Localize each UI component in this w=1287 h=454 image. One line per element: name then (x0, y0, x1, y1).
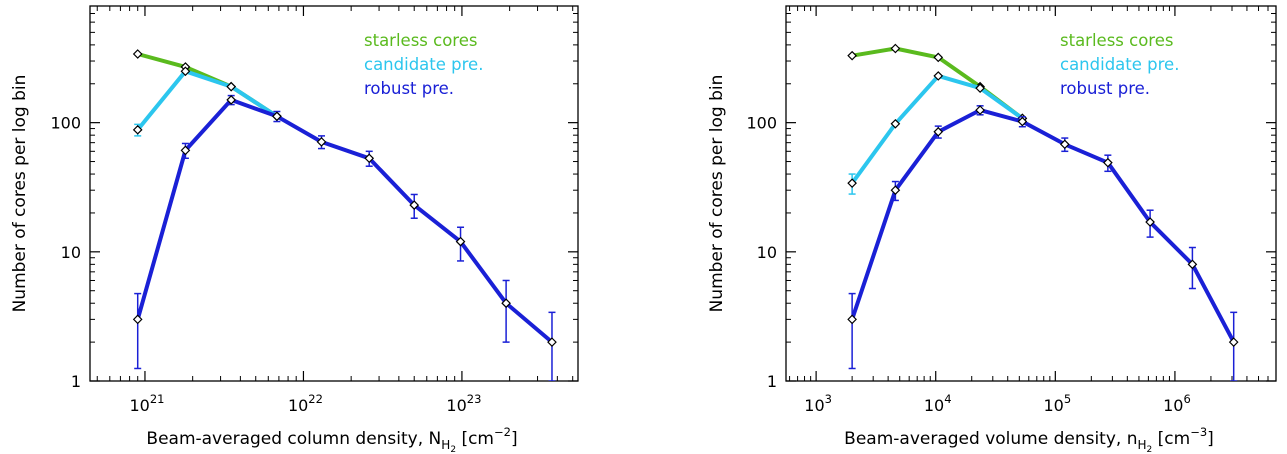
data-point (1145, 217, 1155, 227)
data-point (1103, 157, 1113, 168)
x-tick-label: 103 (804, 392, 832, 415)
y-tick-label: 100 (746, 114, 777, 133)
data-point (890, 185, 901, 196)
y-tick-label: 100 (50, 114, 81, 133)
data-point (409, 200, 420, 210)
x-tick-label: 1021 (129, 392, 164, 415)
plot-frame (89, 5, 579, 382)
data-point (847, 178, 857, 189)
plot-frame (785, 5, 1277, 382)
data-point (180, 145, 191, 156)
legend-entry: robust pre. (364, 79, 454, 98)
y-axis-label: Number of cores per log bin (10, 75, 30, 313)
x-tick-label: 106 (1163, 392, 1191, 415)
x-tick-label: 105 (1043, 392, 1071, 415)
data-point (547, 337, 557, 347)
data-point (890, 43, 901, 54)
data-point (132, 314, 143, 325)
legend-entry: robust pre. (1060, 79, 1150, 98)
chart-panel-2: 103 104 105 106 1 10 100 Number of cores per lo… (707, 5, 1277, 454)
data-point (1187, 259, 1198, 270)
data-point (847, 314, 857, 325)
data-point (316, 137, 327, 147)
data-point (975, 83, 985, 93)
data-point (272, 111, 282, 122)
chart-panel-1: 1021 1022 1023 1 10 100 Number of cores per lo… (10, 5, 579, 454)
y-tick-label: 10 (61, 243, 81, 262)
legend-entry: candidate pre. (1060, 55, 1179, 74)
plot-area (132, 49, 557, 381)
data-point (933, 126, 944, 137)
data-point (455, 236, 466, 247)
data-point (890, 118, 901, 129)
legend-entry: starless cores (364, 31, 477, 50)
data-point (1059, 139, 1070, 150)
x-tick-label: 1022 (288, 392, 323, 415)
legend: starless cores candidate pre. robust pre. (1060, 31, 1179, 98)
data-point (1228, 337, 1239, 347)
series-line (850, 108, 1236, 345)
data-point (226, 95, 237, 105)
x-axis-label: Beam-averaged column density, NH2 [cm−2] (146, 425, 517, 454)
y-axis-label: Number of cores per log bin (707, 75, 727, 313)
legend-entry: candidate pre. (364, 55, 483, 74)
x-axis-label: Beam-averaged volume density, nH2 [cm−3] (844, 425, 1214, 454)
series-line (135, 97, 554, 345)
plot-area (847, 43, 1239, 381)
series-line (135, 69, 279, 132)
data-point (1017, 116, 1028, 127)
series-starless-cores (847, 43, 1028, 124)
series-robust-pre- (132, 94, 557, 381)
data-point (132, 124, 143, 135)
data-point (226, 81, 237, 92)
data-point (132, 49, 143, 59)
legend: starless cores candidate pre. robust pre. (364, 31, 483, 98)
data-point (933, 52, 944, 63)
series-robust-pre- (847, 105, 1239, 381)
y-tick-label: 1 (71, 372, 81, 391)
data-point (847, 50, 857, 61)
data-point (975, 105, 985, 115)
legend-entry: starless cores (1060, 31, 1173, 50)
data-point (180, 66, 191, 77)
data-point (933, 71, 944, 81)
data-point (364, 153, 375, 164)
x-tick-label: 1023 (446, 392, 481, 415)
y-tick-label: 10 (757, 243, 777, 262)
data-point (501, 298, 511, 309)
y-tick-label: 1 (767, 372, 777, 391)
x-tick-label: 104 (924, 392, 952, 415)
